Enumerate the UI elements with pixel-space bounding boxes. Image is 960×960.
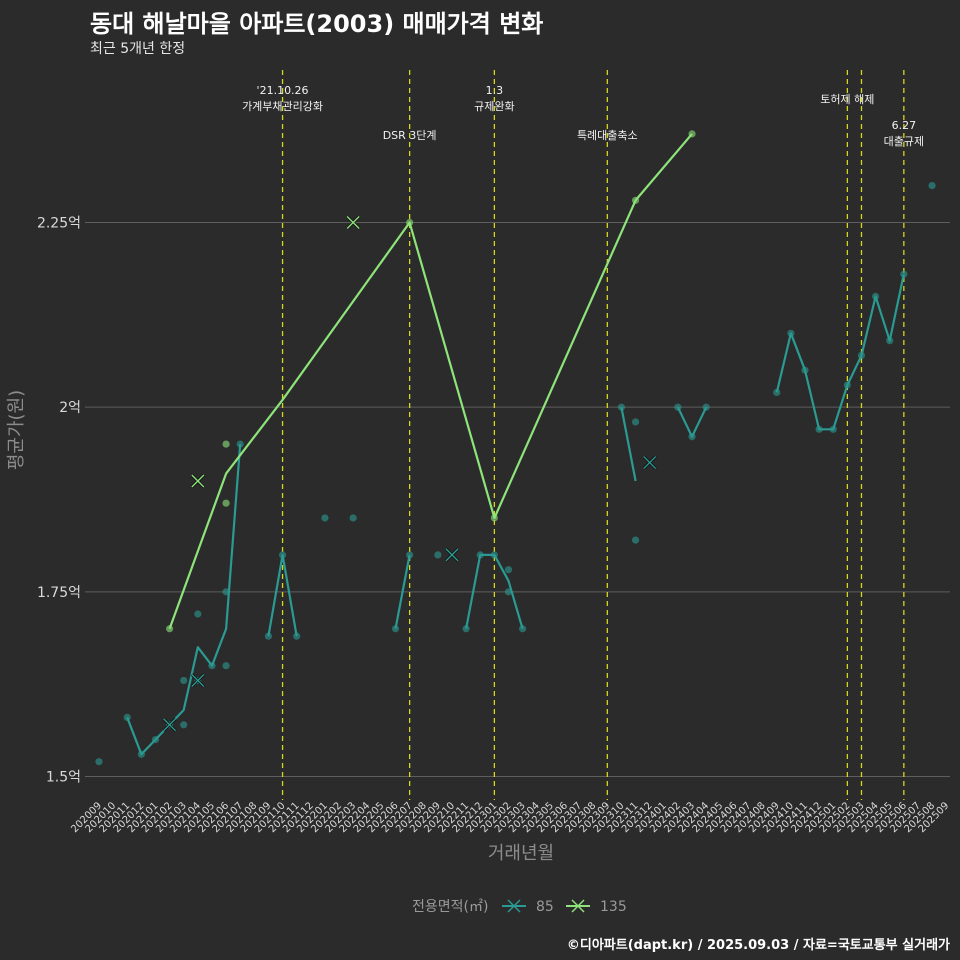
average-marker-85 [445,548,459,562]
data-point-85 [843,381,851,389]
data-point-85 [278,551,287,559]
series-line-85 [620,406,637,482]
data-point-85 [123,713,131,722]
y-tick-label: 1.5억 [46,770,81,786]
event-annotation: 6.27 [892,119,917,132]
average-marker-135 [346,216,360,229]
data-point-85 [773,388,781,396]
data-point-135 [688,130,696,138]
data-point-85 [801,366,809,374]
data-point-85 [702,403,710,411]
event-annotation: 규제완화 [474,100,514,113]
data-point-135 [166,625,174,633]
data-point-85 [151,735,160,744]
y-axis-title: 평균가(원) [6,390,27,470]
data-point-85 [349,514,357,522]
legend-label: 135 [600,899,627,915]
data-point-85 [900,270,908,278]
data-point-135 [631,196,640,204]
event-annotation: 1.3 [486,84,504,97]
data-point-85 [886,337,894,345]
data-point-85 [688,433,696,441]
series-line-85 [126,444,242,756]
data-point-85 [617,403,626,411]
x-axis-ticks: 2020092020102020112020122021012021022021… [69,800,951,835]
data-point-85 [180,721,188,729]
data-point-85 [928,181,936,190]
chart-subtitle: 최근 5개년 한정 [90,41,186,57]
event-annotation: 특례대출축소 [577,129,638,142]
average-marker-85 [191,673,205,687]
average-marker-135 [191,474,205,488]
data-point-85 [222,588,230,596]
series-line-85 [775,273,905,431]
data-point-85 [872,292,880,300]
average-marker-85 [643,456,657,470]
average-marker-85 [163,718,177,732]
data-point-85 [631,536,640,544]
data-point-85 [674,403,682,411]
data-point-85 [829,425,837,433]
data-point-85 [406,551,414,559]
series-layer [95,130,936,766]
data-point-85 [222,662,230,670]
legend-label: 85 [536,899,554,915]
data-point-85 [391,625,400,633]
data-point-85 [194,610,202,618]
legend-key-85 [507,899,521,913]
data-point-85 [857,351,866,360]
gridlines [85,222,950,777]
series-line-85 [676,406,708,438]
x-axis-title: 거래년월 [488,843,554,864]
data-point-85 [631,418,640,426]
event-annotation: DSR 3단계 [383,129,437,142]
data-point-85 [293,632,301,640]
data-point-85 [236,440,244,448]
data-point-85 [787,329,795,337]
y-tick-label: 2억 [59,400,81,416]
data-point-85 [180,676,188,685]
event-annotation: 대출규제 [884,135,924,148]
data-point-85 [137,750,145,758]
event-annotation: 토허제 해제 [820,92,874,106]
series-135 [166,130,696,633]
data-point-85 [95,758,103,766]
legend: 전용면적(㎡) 85 135 [412,899,627,915]
data-point-135 [490,514,498,522]
series-line-85 [394,554,411,630]
data-point-135 [406,218,414,227]
data-point-85 [504,588,513,596]
y-tick-label: 1.75억 [37,585,81,601]
data-point-85 [462,625,470,633]
data-point-85 [504,566,513,574]
data-point-85 [321,514,329,522]
event-annotation: '21.10.26 [257,84,309,97]
legend-title: 전용면적(㎡) [412,899,488,915]
y-axis-ticks: 1.5억 1.75억 2억 2.25억 [37,216,81,786]
data-point-85 [208,662,216,670]
y-tick-label: 2.25억 [37,216,81,232]
data-point-85 [264,632,273,640]
series-85 [95,181,936,766]
data-point-85 [815,425,823,433]
data-point-85 [476,551,484,559]
data-point-135 [222,499,230,507]
event-annotation: 가계부채관리강화 [242,100,323,113]
legend-key-135 [571,899,585,913]
chart-title: 동대 해날마을 아파트(2003) 매매가격 변화 [90,10,544,38]
data-point-85 [434,551,442,559]
series-line-135 [168,133,693,630]
data-point-85 [519,625,527,633]
data-point-85 [490,551,498,559]
caption: ©디아파트(dapt.kr) / 2025.09.03 / 자료=국토교통부 실… [566,938,950,953]
data-point-135 [222,440,230,448]
